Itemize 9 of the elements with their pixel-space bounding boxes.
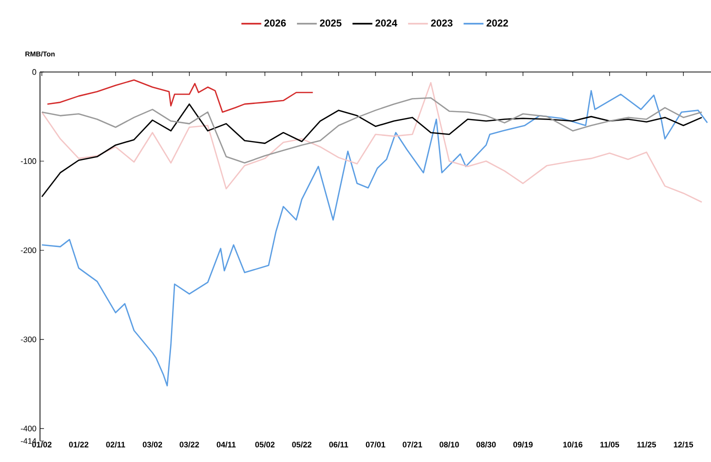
legend-label: 2025 bbox=[320, 20, 342, 27]
legend-label: 2023 bbox=[431, 20, 452, 27]
line-series bbox=[41, 90, 708, 386]
legend-label: 2024 bbox=[375, 20, 398, 27]
legend-label: 2026 bbox=[264, 20, 286, 27]
line-series bbox=[41, 82, 702, 203]
line-series bbox=[41, 97, 702, 164]
legend-label: 2022 bbox=[486, 20, 508, 27]
line-series bbox=[46, 79, 314, 113]
